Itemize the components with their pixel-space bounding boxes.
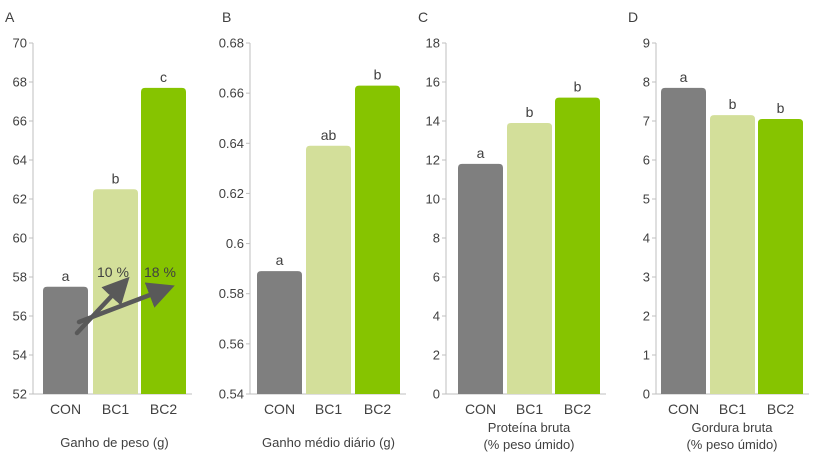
y-tick-label: 0.66 [219,86,244,101]
x-axis-title: Ganho de peso (g) [60,435,168,450]
y-tick-label: 9 [643,36,650,51]
bar-con [257,271,302,394]
significance-letter: ab [321,127,337,143]
y-tick-label: 8 [643,75,650,90]
y-tick-label: 0 [643,387,650,402]
y-tick-label: 4 [643,231,650,246]
x-category-label: CON [465,401,496,417]
x-category-label: BC1 [719,401,746,417]
y-tick-label: 4 [433,309,440,324]
y-tick-label: 52 [13,387,27,402]
x-category-label: BC2 [150,401,177,417]
significance-letter: b [574,79,582,95]
increase-arrow [74,276,130,336]
x-category-label: BC1 [102,401,129,417]
y-tick-label: 54 [13,348,27,363]
y-tick-label: 14 [426,114,440,129]
y-tick-label: 7 [643,114,650,129]
x-category-label: BC2 [564,401,591,417]
y-tick-label: 0 [433,387,440,402]
y-tick-label: 10 [426,192,440,207]
significance-letter: a [62,268,70,284]
panel-letter-a: A [5,9,15,25]
y-tick-label: 5 [643,192,650,207]
x-axis-title: (% peso úmido) [686,437,777,452]
y-tick-label: 0.56 [219,336,244,351]
significance-letter: b [729,96,737,112]
panel-d: D 0 1 2 3 4 5 6 7 8 9 a CON b BC1 b BC2 Gordura bruta (% p… [628,9,809,452]
x-axis-title: (% peso úmido) [483,437,574,452]
y-tick-label: 68 [13,75,27,90]
x-category-label: BC2 [364,401,391,417]
y-tick-label: 2 [643,309,650,324]
y-tick-label: 62 [13,192,27,207]
x-category-label: CON [668,401,699,417]
y-tick-label: 1 [643,348,650,363]
y-tick-label: 0.62 [219,186,244,201]
y-tick-label: 18 [426,36,440,51]
panel-c: C 0 2 4 6 8 10 12 14 16 18 a CON b BC1 b BC2 Proteína bru… [418,9,606,452]
bar-con [661,87,706,394]
significance-letter: b [112,170,120,186]
y-tick-label: 60 [13,231,27,246]
y-tick-label: 0.6 [226,236,244,251]
significance-letter: a [477,145,485,161]
x-axis-title: Proteína bruta [488,420,571,435]
bar-bc2 [758,119,803,395]
y-tick-label: 64 [13,153,27,168]
y-tick-label: 58 [13,270,27,285]
y-tick-label: 3 [643,270,650,285]
significance-letter: b [777,100,785,116]
significance-letter: a [680,69,688,85]
significance-letter: b [526,104,534,120]
x-axis-title: Gordura bruta [692,420,774,435]
bar-bc1 [507,122,552,394]
y-tick-label: 12 [426,153,440,168]
panel-letter-b: B [222,9,231,25]
significance-letter: a [276,252,284,268]
y-tick-label: 56 [13,309,27,324]
increase-percent-label: 10 % [97,264,129,280]
bar-con [458,163,503,394]
x-category-label: CON [264,401,295,417]
increase-arrow [76,282,175,325]
x-category-label: CON [50,401,81,417]
y-tick-label: 16 [426,75,440,90]
y-tick-label: 8 [433,231,440,246]
x-category-label: BC1 [516,401,543,417]
y-tick-label: 70 [13,36,27,51]
y-tick-label: 0.68 [219,36,244,51]
bar-con [43,286,88,394]
significance-letter: b [374,67,382,83]
y-tick-label: 66 [13,114,27,129]
x-category-label: BC2 [767,401,794,417]
panel-letter-c: C [418,9,428,25]
y-tick-label: 0.58 [219,286,244,301]
y-tick-label: 2 [433,348,440,363]
y-tick-label: 0.54 [219,387,244,402]
x-axis-title: Ganho médio diário (g) [262,435,395,450]
bar-bc1 [306,145,351,394]
significance-letter: c [160,69,167,85]
panel-a: A 52 54 56 58 60 62 64 66 68 70 a CON b BC1 c BC2 Ganho d… [5,9,192,450]
y-tick-label: 6 [433,270,440,285]
y-tick-label: 6 [643,153,650,168]
panel-letter-d: D [628,9,638,25]
y-tick-label: 0.64 [219,136,244,151]
x-category-label: BC1 [315,401,342,417]
increase-percent-label: 18 % [144,264,176,280]
bar-bc2 [141,87,186,394]
bar-bc1 [710,115,755,395]
panel-b: B 0.54 0.56 0.58 0.6 0.62 0.64 0.66 0.68 a CON ab BC… [219,9,406,450]
bar-bc2 [355,85,400,394]
bar-bc2 [555,97,600,394]
